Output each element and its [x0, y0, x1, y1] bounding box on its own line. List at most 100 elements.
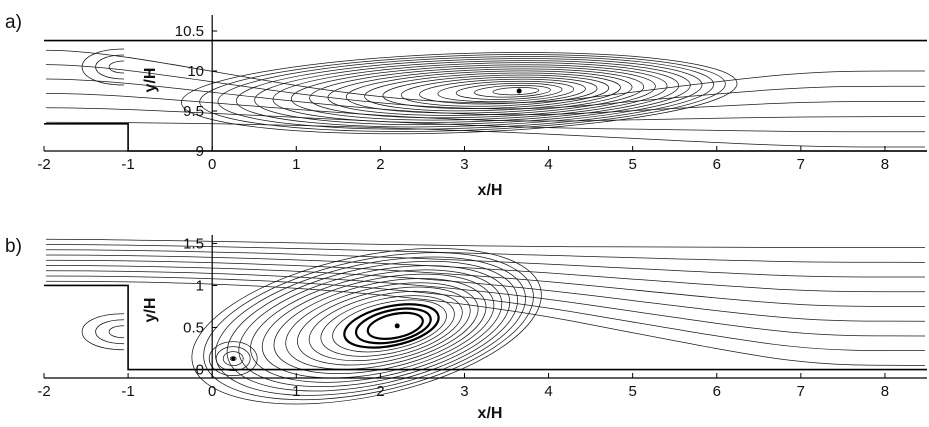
- panel-b-corner-vortex-ring: [215, 346, 251, 372]
- panel-a-x-tick-label: 5: [628, 156, 636, 173]
- panel-b-free-streamline: [45, 249, 926, 278]
- panel-a-free-streamline: [45, 78, 926, 116]
- panel-a-x-tick-label: 2: [376, 156, 384, 173]
- panel-a-x-tick-label: 4: [544, 156, 552, 173]
- panel-b-streamline-ring: [250, 269, 503, 383]
- panel-b-streamline-ring: [366, 311, 424, 340]
- panel-b-corner-vortex-ring: [222, 351, 244, 367]
- panel-a-y-axis-label: y/H: [142, 68, 159, 93]
- panel-b-x-tick-label: 7: [797, 383, 805, 400]
- panel-a: a) -2 -1 0 1 2 3 4 5 6 7 8 9 9.5 10 10.5 x/H y/H: [5, 12, 927, 199]
- panel-a-upstream-vortex-line: [81, 48, 125, 86]
- panel-b-y-tick-label: 1: [196, 277, 204, 294]
- panel-b-streamlines: [45, 238, 926, 405]
- panel-a-label: a): [5, 12, 22, 33]
- panel-b-x-tick-label: 3: [460, 383, 468, 400]
- panel-a-x-tick-label: 0: [208, 156, 216, 173]
- panel-b: b) -2 -1 0 1 2 3 4 5 6 7 8 0 0.5 1 1.5 x/H y/H: [5, 235, 927, 422]
- panel-b-x-tick-label: -1: [121, 383, 134, 400]
- panel-a-streamline-ring: [290, 64, 668, 121]
- panel-a-vortex-center: [516, 88, 522, 94]
- panel-b-free-streamline: [45, 270, 926, 337]
- panel-a-y-tick-label: 10.5: [175, 23, 204, 40]
- panel-a-x-tick-label: 8: [881, 156, 889, 173]
- panel-b-free-streamline: [45, 280, 926, 366]
- panel-b-streamline-ring: [238, 265, 511, 388]
- panel-a-step-wall: [44, 123, 927, 152]
- panel-b-free-streamline: [45, 238, 926, 248]
- panel-a-streamline-ring: [235, 58, 703, 128]
- panel-b-streamline-ring: [320, 295, 455, 357]
- panel-b-x-tick-label: 1: [292, 383, 300, 400]
- panel-b-x-tick-label: 2: [376, 383, 384, 400]
- panel-a-x-axis-label: x/H: [478, 182, 503, 199]
- panel-b-y-tick-label: 0.5: [183, 320, 204, 337]
- panel-a-streamline-ring: [400, 76, 598, 107]
- panel-a-x-tick-label: -1: [121, 156, 134, 173]
- panel-a-streamline-ring: [455, 82, 563, 100]
- panel-a-streamline-ring: [382, 74, 610, 109]
- panel-b-axes: -2 -1 0 1 2 3 4 5 6 7 8 0 0.5 1 1.5: [37, 235, 927, 400]
- panel-b-streamline-ring: [297, 286, 471, 366]
- panel-b-corner-vortex-ring: [208, 341, 258, 377]
- panel-b-x-tick-label: 6: [713, 383, 721, 400]
- panel-b-y-tick-label: 0: [196, 362, 204, 379]
- panel-a-x-tick-label: 3: [460, 156, 468, 173]
- panel-b-upstream-vortex-line: [95, 319, 125, 345]
- panel-b-x-tick-label: 0: [208, 383, 216, 400]
- panel-a-streamlines: [45, 48, 926, 148]
- panel-a-streamline-ring: [345, 70, 633, 114]
- panel-a-streamline-ring: [309, 66, 656, 119]
- panel-a-free-streamline: [45, 107, 926, 133]
- panel-b-upstream-vortex-line: [81, 313, 125, 351]
- panel-a-y-tick-label: 10: [187, 63, 204, 80]
- panel-a-free-streamline: [45, 121, 926, 148]
- panel-a-x-tick-label: 1: [292, 156, 300, 173]
- panel-a-free-streamline: [45, 93, 926, 122]
- panel-a-x-tick-label: 7: [797, 156, 805, 173]
- panel-b-streamline-ring: [343, 303, 440, 349]
- panel-a-streamline-ring: [492, 87, 540, 96]
- panel-b-vortex-center: [394, 323, 400, 329]
- panel-b-x-tick-label: 4: [544, 383, 552, 400]
- panel-b-streamline-ring: [203, 252, 534, 401]
- panel-b-upstream-vortex-line: [108, 325, 125, 339]
- panel-b-x-tick-label: 5: [628, 383, 636, 400]
- panel-b-streamline-ring: [261, 273, 495, 379]
- panel-b-step-wall: [44, 284, 927, 371]
- panel-b-free-streamline: [45, 259, 926, 307]
- panel-b-x-axis-label: x/H: [478, 405, 503, 422]
- panel-a-axes: -2 -1 0 1 2 3 4 5 6 7 8 9 9.5 10 10.5: [37, 15, 927, 173]
- panel-a-x-tick-label: 6: [713, 156, 721, 173]
- panel-a-free-streamline: [45, 49, 926, 104]
- panel-a-streamline-ring: [272, 62, 680, 123]
- panel-b-y-tick-label: 1.5: [183, 235, 204, 252]
- panel-a-upstream-vortex-line: [95, 54, 125, 80]
- panel-b-free-streamline: [45, 265, 926, 322]
- panel-a-upstream-vortex-line: [108, 60, 125, 74]
- panel-b-streamline-ring: [285, 282, 479, 370]
- panel-b-free-streamline: [45, 275, 926, 352]
- panel-a-streamline-ring: [364, 72, 621, 112]
- panel-a-streamline-ring: [419, 78, 586, 105]
- panel-a-streamline-ring: [437, 80, 575, 103]
- panel-b-step-geometry: [44, 284, 927, 371]
- panel-b-free-streamline: [45, 254, 926, 293]
- panel-a-streamline-ring: [474, 84, 551, 98]
- panel-a-streamline-ring: [180, 52, 738, 135]
- panel-b-streamline-ring: [354, 307, 432, 345]
- panel-b-x-tick-label: 8: [881, 383, 889, 400]
- panel-b-streamline-ring: [273, 278, 487, 375]
- panel-b-streamline-ring: [308, 291, 463, 361]
- panel-a-free-streamline: [45, 64, 926, 110]
- panel-b-x-tick-label: -2: [37, 383, 50, 400]
- panel-a-y-tick-label: 9.5: [183, 103, 204, 120]
- panel-b-y-axis-label: y/H: [142, 298, 159, 323]
- panel-b-streamline-ring: [332, 299, 447, 353]
- panel-a-streamline-ring: [217, 56, 715, 130]
- panel-b-free-streamline: [45, 244, 926, 263]
- panel-a-y-tick-label: 9: [196, 143, 204, 160]
- panel-a-x-tick-label: -2: [37, 156, 50, 173]
- panel-b-streamline-ring: [191, 248, 542, 405]
